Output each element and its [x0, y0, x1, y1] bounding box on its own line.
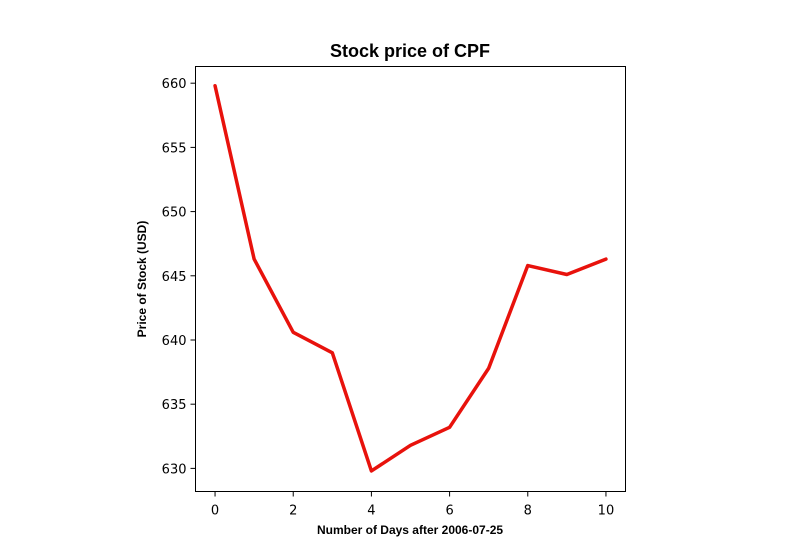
y-tick-label: 655 [162, 141, 187, 156]
x-tick-label: 10 [598, 504, 615, 519]
x-axis: 0 2 4 6 8 10 [211, 491, 615, 519]
plot-area-frame [195, 66, 626, 492]
x-tick-label: 8 [524, 504, 532, 519]
chart-title: Stock price of CPF [330, 41, 490, 61]
x-tick-label: 2 [289, 504, 297, 519]
y-tick-label: 630 [162, 462, 187, 477]
y-tick-label: 650 [162, 206, 187, 221]
price-series-line [213, 84, 608, 473]
x-tick-label: 4 [367, 504, 375, 519]
y-axis-label: Price of Stock (USD) [135, 221, 149, 338]
y-tick-label: 660 [162, 77, 187, 92]
x-tick-label: 0 [211, 504, 219, 519]
y-tick-label: 645 [162, 270, 187, 285]
x-tick-label: 6 [445, 504, 453, 519]
y-tick-label: 635 [162, 398, 187, 413]
y-axis: 630 635 640 645 650 655 660 [162, 77, 196, 477]
x-axis-label: Number of Days after 2006-07-25 [317, 523, 503, 537]
y-tick-label: 640 [162, 334, 187, 349]
series-layer [213, 84, 608, 473]
